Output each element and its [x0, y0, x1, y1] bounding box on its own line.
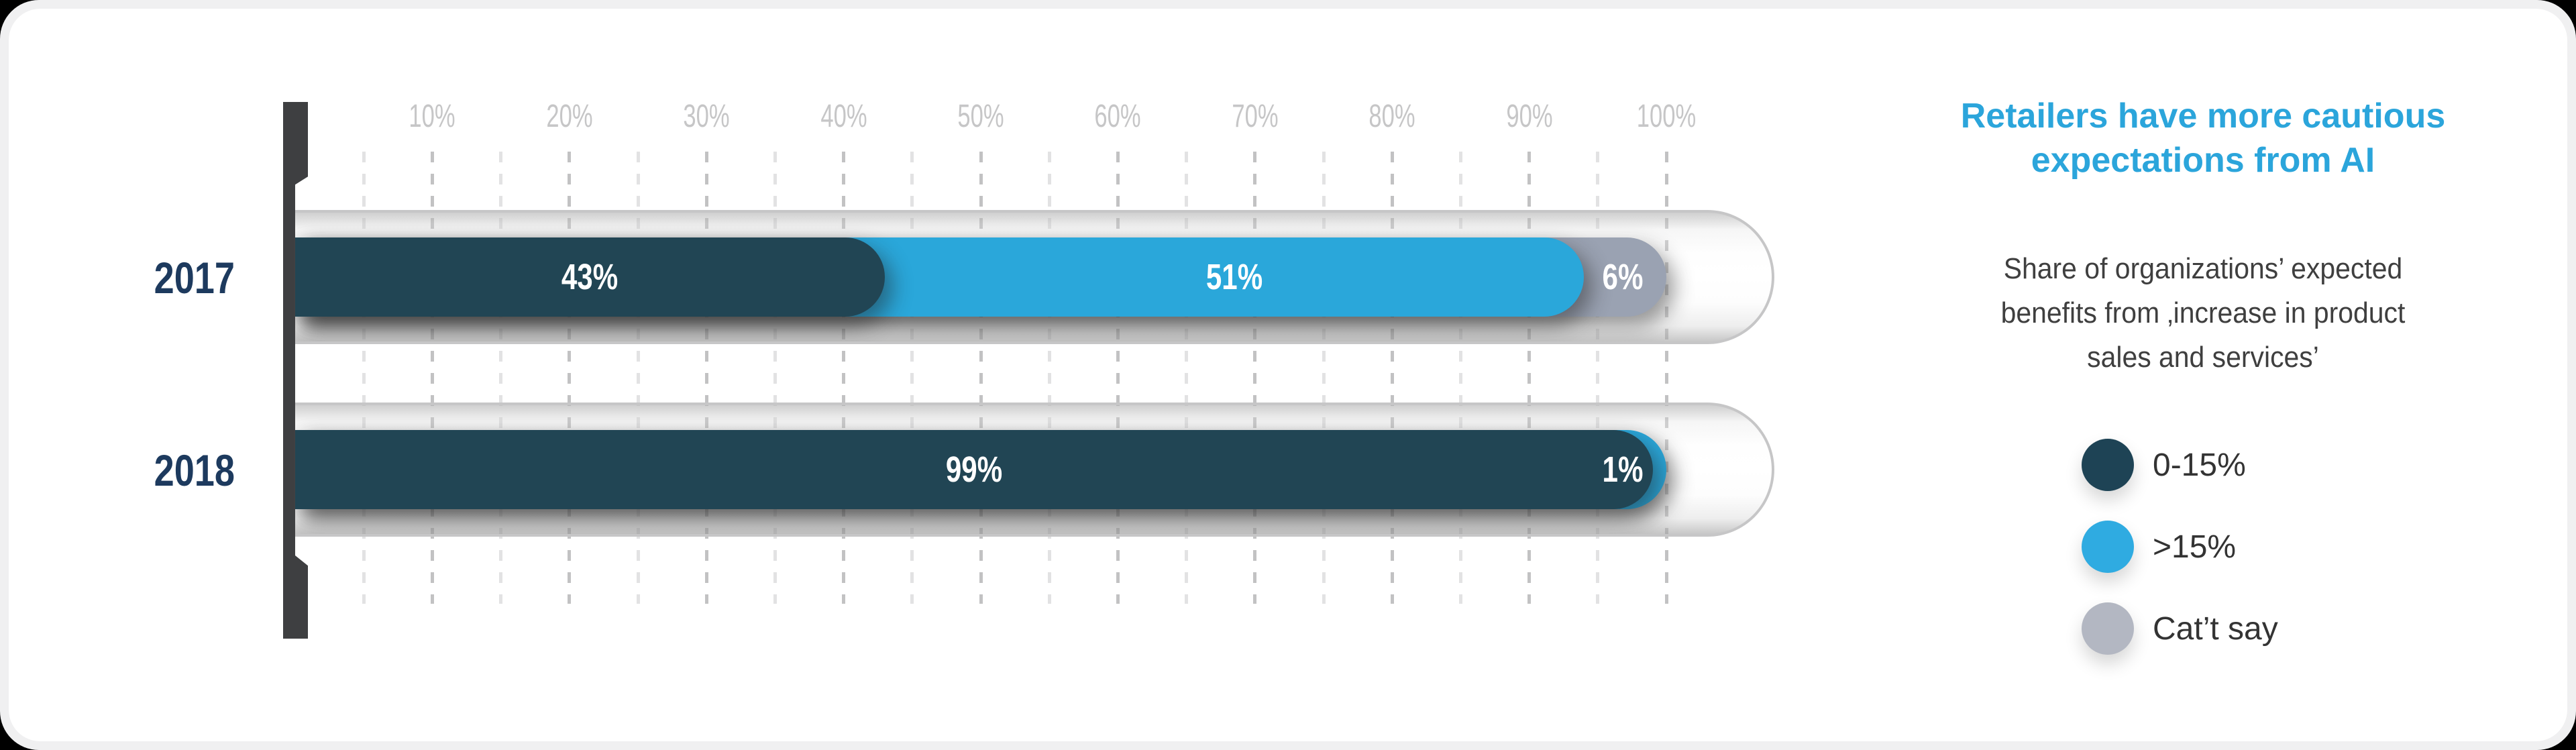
row-label-2018: 2018: [154, 445, 235, 495]
x-axis-tick-labels: 10% 20% 30% 40% 50% 60% 70% 80% 90% 100%: [295, 97, 1696, 136]
chart-subtitle: Share of organizations’ expected benefit…: [2000, 252, 2406, 374]
gridline-minor: [362, 152, 366, 604]
x-tick-label: 10%: [409, 99, 455, 134]
gridline-major: [1116, 152, 1120, 604]
legend: 0-15% >15% Cat’t say: [2082, 439, 2278, 684]
gridline-minor: [1596, 152, 1600, 604]
legend-item: Cat’t say: [2082, 602, 2278, 655]
gridline-major: [1253, 152, 1257, 604]
legend-swatch-icon: [2082, 521, 2134, 573]
legend-swatch-icon: [2082, 602, 2134, 655]
legend-item: >15%: [2082, 521, 2278, 573]
gridline-major: [704, 152, 708, 604]
gridline-major: [1390, 152, 1394, 604]
gridline-major: [979, 152, 983, 604]
gridline-minor: [1185, 152, 1189, 604]
gridline-minor: [910, 152, 914, 604]
bar-value-label: 6%: [1602, 257, 1644, 297]
bar-value-label: 51%: [1205, 257, 1263, 297]
gridline-minor: [1458, 152, 1462, 604]
x-tick-label: 20%: [546, 99, 593, 134]
legend-swatch-icon: [2082, 439, 2134, 491]
chart-card: [9, 9, 2567, 741]
x-tick-label: 50%: [957, 99, 1004, 134]
chart-title: Retailers have more cautious expectation…: [1960, 97, 2446, 180]
x-tick-label: 90%: [1506, 99, 1553, 134]
bar-segment: [295, 430, 1653, 509]
gridline-major: [1527, 152, 1532, 604]
bar-segment: [295, 237, 885, 317]
x-tick-label: 30%: [683, 99, 730, 134]
x-tick-label: 40%: [820, 99, 867, 134]
x-tick-label: 60%: [1094, 99, 1141, 134]
gridline-minor: [1322, 152, 1326, 604]
legend-label: >15%: [2153, 529, 2237, 565]
x-tick-label: 80%: [1368, 99, 1415, 134]
gridline-minor: [1047, 152, 1051, 604]
bar-track: 99% 1%: [295, 403, 1774, 537]
gridline-minor: [773, 152, 777, 604]
x-tick-label: 70%: [1232, 99, 1279, 134]
x-tick-label: 100%: [1636, 99, 1697, 134]
bar-value-label: 1%: [1602, 449, 1644, 490]
bar-value-label: 99%: [945, 449, 1002, 490]
gridline-major: [430, 152, 434, 604]
gridlines: [295, 152, 1668, 604]
row-label-2017: 2017: [154, 253, 235, 303]
legend-item: 0-15%: [2082, 439, 2278, 491]
gridline-major: [842, 152, 846, 604]
gridline-major: [568, 152, 572, 604]
legend-label: Cat’t say: [2153, 610, 2278, 647]
gridline-minor: [636, 152, 640, 604]
gridline-major: [1664, 152, 1668, 604]
bar-track: 43% 51% 6%: [295, 210, 1774, 344]
gridline-minor: [499, 152, 503, 604]
bar-value-label: 43%: [561, 257, 619, 297]
legend-label: 0-15%: [2153, 447, 2246, 483]
